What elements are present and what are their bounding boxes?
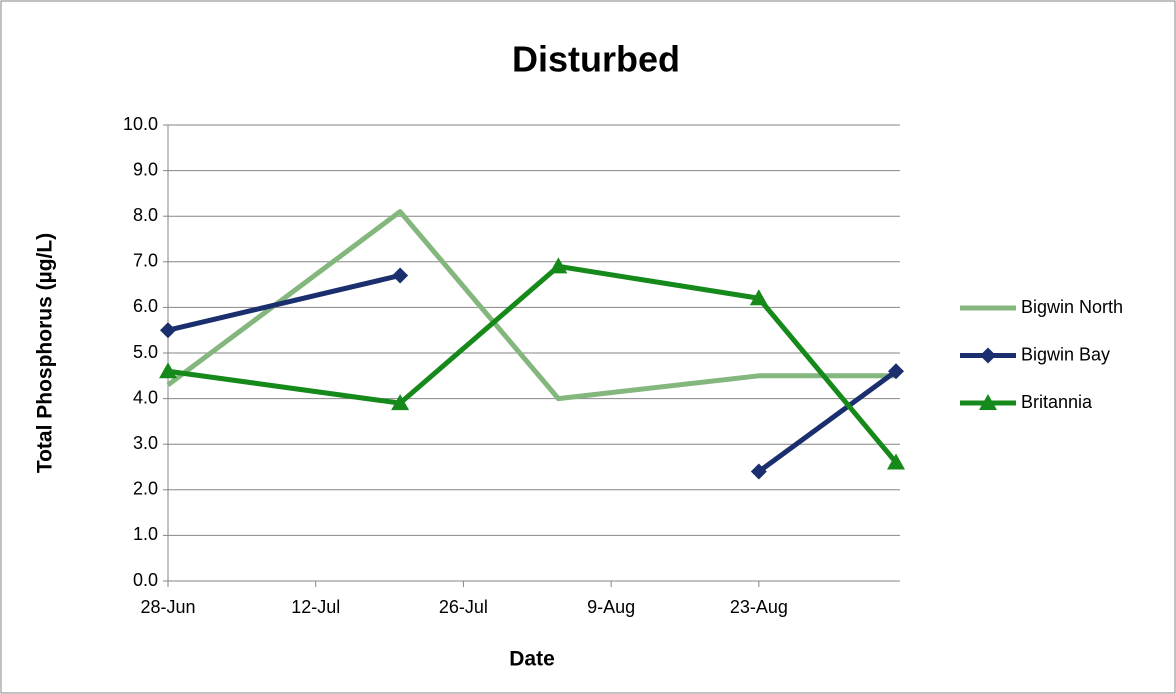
legend-label: Bigwin North [1021,297,1123,317]
y-tick-label: 4.0 [133,387,158,407]
y-axis-label: Total Phosphorus (µg/L) [34,233,57,473]
x-axis-label: Date [509,648,555,671]
marker [750,463,767,480]
legend-label: Britannia [1021,392,1093,412]
y-tick-label: 3.0 [133,433,158,453]
series-line [167,273,898,474]
marker [159,362,177,379]
y-tick-label: 7.0 [133,251,158,271]
marker [391,394,410,411]
y-tick-label: 6.0 [133,296,158,316]
y-tick-label: 8.0 [133,205,158,225]
y-tick-label: 5.0 [133,342,158,362]
series-line [166,209,896,402]
y-tick-label: 2.0 [133,479,158,499]
y-tick-label: 0.0 [133,570,158,590]
x-tick-label: 23-Aug [730,597,788,617]
marker [979,394,997,410]
y-tick-label: 9.0 [133,159,158,179]
marker [888,363,904,380]
x-tick-label: 28-Jun [140,597,195,617]
marker [160,322,176,339]
legend-label: Bigwin Bay [1021,344,1110,364]
marker [887,453,905,470]
chart-title: Disturbed [512,39,680,80]
y-tick-label: 1.0 [133,524,158,544]
x-tick-label: 9-Aug [587,597,635,617]
marker [980,347,996,364]
x-tick-label: 26-Jul [439,597,488,617]
y-tick-label: 10.0 [123,114,158,134]
marker [549,257,568,274]
marker [392,267,409,284]
x-tick-label: 12-Jul [291,597,340,617]
marker [749,289,768,306]
